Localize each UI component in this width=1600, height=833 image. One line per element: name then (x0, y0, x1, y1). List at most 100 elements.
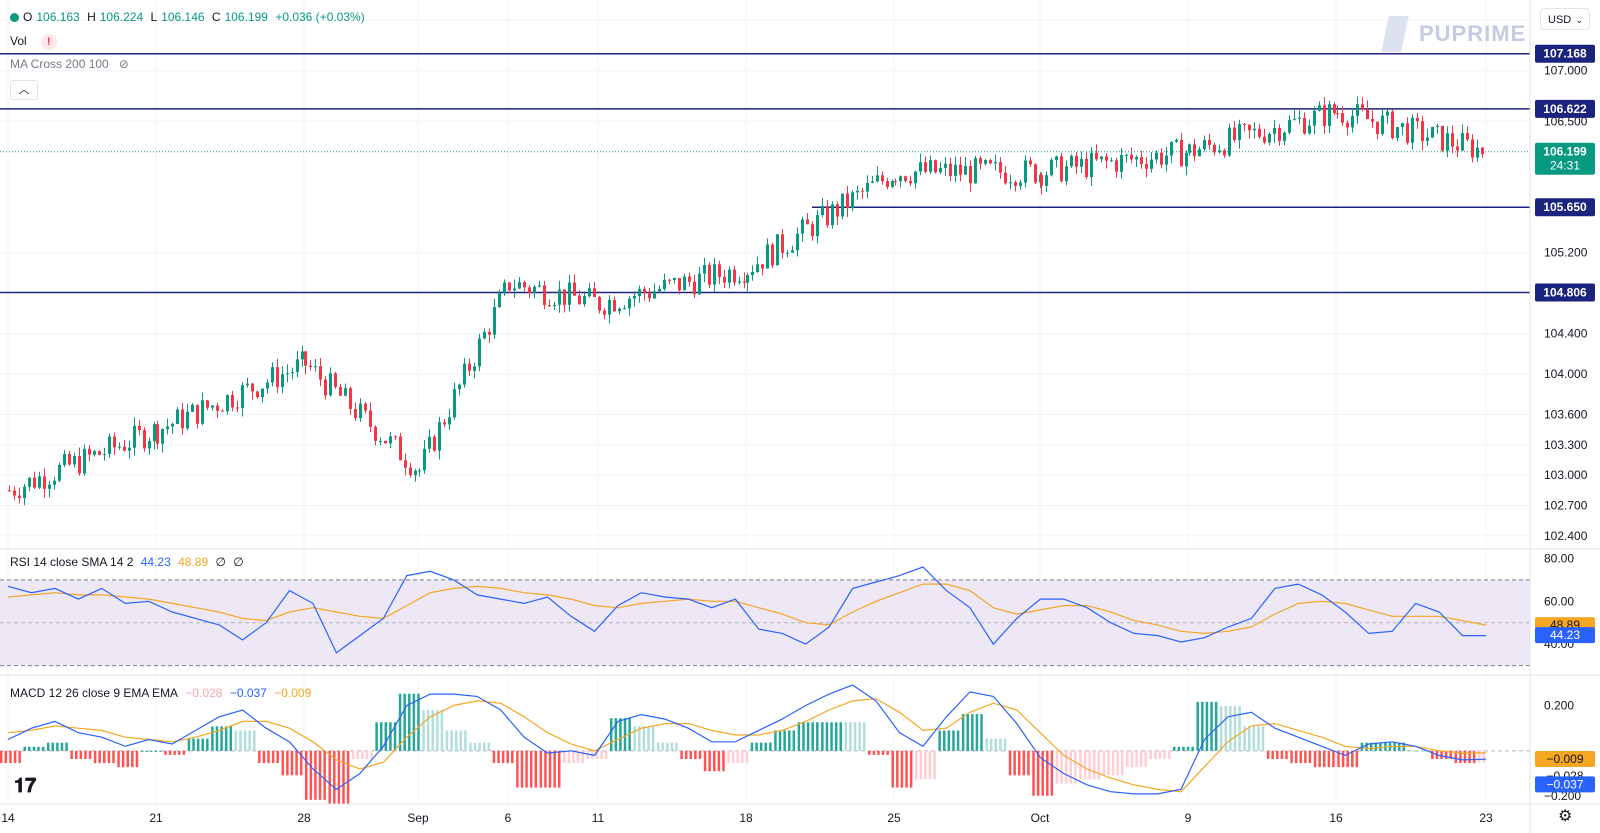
macd-hist-bar (389, 722, 392, 751)
candle-body (324, 379, 327, 396)
candle-body (236, 407, 239, 409)
candle-body (1050, 159, 1053, 176)
candle-body (156, 424, 159, 444)
macd-hist-bar (567, 750, 571, 764)
macd-hist-bar (450, 730, 453, 751)
macd-hist-bar (1186, 746, 1190, 751)
macd-hist-bar (1369, 742, 1373, 751)
macd-legend[interactable]: MACD 12 26 close 9 EMA EMA −0.028 −0.037… (10, 686, 312, 700)
candle-body (344, 388, 347, 396)
eye-hidden-icon[interactable]: ⊘ (118, 57, 129, 71)
macd-hist-bar (966, 714, 969, 751)
candle-body (513, 288, 516, 291)
macd-hist-bar (1116, 750, 1119, 776)
horizontal-levels (0, 52, 1530, 294)
macd-hist-bar (576, 750, 580, 764)
macd-hist-bar (60, 742, 64, 751)
candle-body (1034, 164, 1037, 183)
macd-hist-bar (206, 738, 209, 751)
macd-hist-bar (722, 750, 725, 772)
macd-hist-bar (267, 750, 270, 764)
macd-hist-bar (1337, 750, 1340, 768)
candle-body (683, 276, 686, 291)
ma-legend[interactable]: MA Cross 200 100 ⊘ (10, 57, 129, 71)
macd-hist-bar (980, 714, 983, 751)
candle-body (1421, 121, 1424, 142)
macd-hist-bar (1271, 750, 1274, 760)
candle-body (1180, 139, 1183, 167)
currency-select[interactable]: USD ⌄ (1540, 8, 1590, 30)
ohlc-legend: O 106.163 H 106.224 L 106.146 C 106.199 +0.0… (10, 10, 369, 24)
macd-hist-bar (1046, 750, 1049, 796)
candle-body (1243, 124, 1246, 126)
macd-hist-bar (548, 750, 552, 788)
macd-hist-bar (896, 750, 899, 788)
macd-hist-bar (811, 722, 814, 751)
candle-body (404, 460, 407, 468)
candle-body (598, 297, 601, 311)
candle-body (276, 367, 279, 388)
macd-hist-bar (689, 750, 693, 760)
rsi-legend[interactable]: RSI 14 close SMA 14 2 44.23 48.89 ∅ ∅ (10, 555, 244, 569)
candle-body (766, 244, 769, 269)
candle-body (816, 215, 819, 237)
candle-body (1193, 144, 1196, 157)
settings-icon[interactable]: ⚙ (1558, 808, 1573, 825)
candle-body (1228, 127, 1231, 156)
candle-body (409, 467, 412, 476)
candle-body (1105, 156, 1108, 161)
macd-hist-bar (431, 710, 434, 751)
candle-body (186, 411, 189, 429)
macd-hist-bar (224, 726, 228, 751)
candle-body (553, 304, 556, 307)
candle-body (861, 190, 864, 192)
candle-body (123, 446, 126, 451)
candle-body (354, 409, 357, 419)
macd-hist-bar (989, 738, 993, 751)
candle-body (369, 410, 372, 427)
candle-body (1476, 147, 1479, 158)
candle-body (979, 158, 982, 164)
candle-body (821, 205, 824, 216)
macd-hist-bar (464, 730, 467, 751)
macd-hist-bar (1149, 750, 1153, 760)
macd-hist-bar (164, 750, 167, 755)
candle-body (761, 264, 764, 269)
macd-hist-bar (1036, 750, 1040, 796)
candle-body (503, 282, 506, 294)
candle-body (1318, 105, 1321, 111)
candle-body (939, 167, 942, 173)
candle-body (301, 351, 304, 360)
macd-hist-bar (830, 722, 833, 751)
macd-hist-bar (1355, 750, 1359, 768)
candle-body (181, 409, 184, 429)
candle-body (221, 410, 224, 412)
candle-body (38, 476, 41, 488)
macd-hist-bar (445, 730, 449, 751)
change-value: +0.036 (+0.03%) (275, 10, 365, 24)
macd-hist-bar (1167, 750, 1171, 760)
macd-hist-bar (243, 730, 247, 751)
candle-body (1145, 164, 1148, 169)
macd-hist-bar (1092, 750, 1096, 780)
macd-hist-bar (436, 710, 439, 751)
macd-hist-bar (304, 750, 308, 800)
macd-signal-line (7, 698, 1487, 793)
candle-body (723, 277, 726, 283)
candle-body (1125, 154, 1128, 156)
candle-body (206, 400, 209, 408)
macd-hist-bar (356, 750, 360, 760)
vol-legend[interactable]: Vol! (10, 34, 61, 50)
collapse-legend-button[interactable]: ︿ (10, 80, 38, 100)
macd-hist-bar (651, 726, 655, 751)
macd-hist-bar (1472, 750, 1476, 764)
macd-hist-bar (638, 726, 641, 751)
warning-icon[interactable]: ! (40, 34, 57, 50)
candle-body (399, 436, 402, 461)
candle-body (1100, 156, 1103, 160)
countdown-label: 24:31 (1550, 159, 1580, 173)
macd-hist-bar (88, 750, 92, 760)
macd-line (7, 684, 1487, 795)
macd-hist-bar (1055, 750, 1059, 784)
